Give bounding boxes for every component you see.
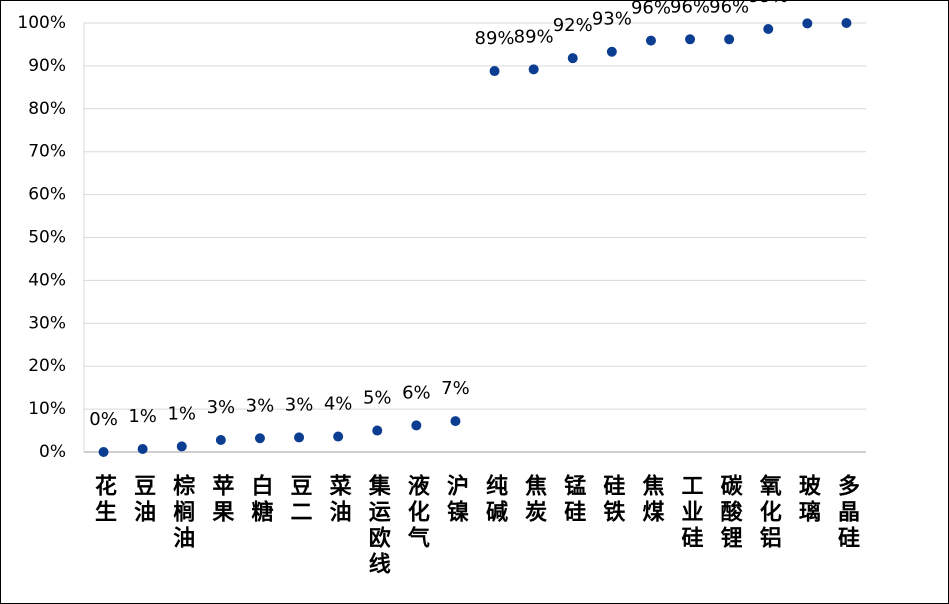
data-label: 96% — [631, 0, 671, 19]
data-label: 1% — [128, 406, 157, 427]
data-label: 3% — [207, 397, 236, 418]
x-tick-label: 棕榈油 — [169, 473, 195, 552]
x-tick-label: 硅铁 — [599, 474, 625, 526]
data-label: 7% — [441, 378, 470, 399]
y-tick-label: 20% — [28, 356, 66, 376]
dot — [215, 434, 226, 445]
dot — [528, 64, 539, 75]
y-tick-label: 80% — [28, 99, 66, 119]
data-label: 96% — [670, 0, 710, 17]
data-label: 99% — [748, 0, 788, 7]
dot — [567, 53, 578, 64]
data-label: 6% — [402, 382, 431, 403]
y-tick-label: 60% — [28, 185, 66, 205]
x-tick-label: 多晶硅 — [834, 473, 860, 552]
x-tick-label: 豆二 — [287, 474, 313, 526]
x-tick-label: 花生 — [91, 473, 117, 526]
x-tick-label: 液化气 — [404, 473, 431, 552]
data-label: 92% — [553, 15, 593, 36]
data-label: 3% — [246, 395, 275, 416]
y-tick-label: 40% — [28, 270, 66, 290]
y-tick-label: 100% — [17, 13, 66, 33]
x-tick-label: 豆油 — [130, 474, 156, 526]
x-tick-label: 工业硅 — [678, 474, 704, 552]
data-label: 96% — [709, 0, 749, 17]
dot — [802, 18, 813, 29]
x-tick-label: 菜油 — [326, 474, 353, 526]
data-label: 3% — [285, 394, 314, 415]
dot — [489, 66, 500, 77]
x-tick-label: 苹果 — [208, 474, 234, 526]
dot — [372, 425, 383, 436]
data-label: 100% — [782, 0, 833, 1]
dot — [176, 441, 187, 452]
dot — [450, 416, 461, 427]
y-tick-label: 0% — [39, 442, 66, 462]
data-label: 100% — [821, 0, 872, 1]
y-tick-label: 10% — [28, 399, 66, 419]
dot — [724, 34, 735, 45]
dot — [645, 35, 656, 46]
x-tick-label: 玻璃 — [795, 474, 821, 526]
x-tick-label: 集运欧线 — [365, 473, 392, 578]
dot — [606, 46, 617, 57]
x-tick-label: 白糖 — [247, 473, 273, 526]
data-label: 89% — [475, 28, 515, 49]
dot — [411, 420, 422, 431]
x-tick-label: 氧化铝 — [756, 474, 783, 552]
x-tick-label: 纯碱 — [482, 473, 508, 526]
data-label: 93% — [592, 9, 632, 30]
dot — [98, 447, 109, 457]
y-tick-label: 90% — [28, 56, 66, 76]
data-label: 5% — [363, 388, 392, 409]
data-label: 0% — [89, 409, 118, 430]
x-tick-label: 焦煤 — [638, 473, 665, 526]
dot — [137, 443, 148, 454]
x-tick-label: 焦炭 — [521, 473, 548, 526]
dot — [841, 18, 852, 28]
data-label: 89% — [514, 26, 554, 47]
y-tick-label: 70% — [28, 142, 66, 162]
dot — [254, 433, 265, 444]
dot — [763, 24, 774, 35]
y-tick-label: 30% — [28, 313, 66, 333]
dot — [685, 34, 696, 45]
dot — [294, 432, 305, 443]
dot — [333, 431, 344, 442]
x-tick-label: 沪镍 — [443, 473, 469, 526]
data-label: 4% — [324, 394, 353, 415]
x-tick-label: 碳酸锂 — [717, 474, 743, 552]
y-tick-label: 50% — [28, 228, 66, 248]
data-label: 1% — [167, 403, 196, 424]
x-tick-label: 锰硅 — [560, 473, 586, 526]
